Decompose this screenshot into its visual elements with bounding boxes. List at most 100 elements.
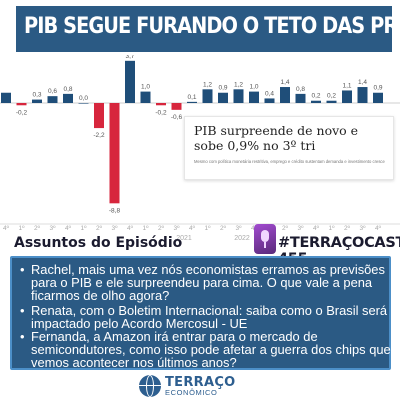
bar-value-label: 0,2 bbox=[311, 93, 320, 100]
bullet-icon: • bbox=[20, 262, 25, 277]
bar-value-label: 0,2 bbox=[327, 93, 336, 100]
x-year-label: 2021 bbox=[176, 235, 192, 242]
bar-value-label: 1,2 bbox=[203, 81, 212, 88]
bar-value-label: 0,8 bbox=[63, 86, 72, 93]
bar-value-label: 0,3 bbox=[32, 92, 41, 99]
bar-value-label: -0,2 bbox=[155, 109, 167, 116]
bar-value-label: 0,6 bbox=[48, 88, 57, 95]
chart-bar bbox=[16, 103, 27, 106]
bar-value-label: 1,2 bbox=[234, 81, 243, 88]
globe-equator bbox=[139, 385, 161, 386]
x-tick-label: 2º bbox=[344, 225, 351, 232]
x-year-label: 2022 bbox=[234, 235, 250, 242]
bar-value-label: -0,6 bbox=[171, 114, 183, 121]
bullet-icon: • bbox=[20, 329, 25, 344]
topic-text: Fernanda, a Amazon irá entrar para o mer… bbox=[31, 329, 391, 370]
chart-bar bbox=[94, 103, 104, 129]
x-tick-label: 4º bbox=[65, 225, 72, 232]
x-tick-label: 4º bbox=[313, 225, 320, 232]
x-tick-label: 1º bbox=[329, 225, 336, 232]
x-tick-label: 2º bbox=[96, 225, 103, 232]
bar-value-label: 0,9 bbox=[218, 85, 227, 92]
bar-value-label: 3,7 bbox=[125, 55, 134, 60]
chart-bar bbox=[1, 92, 11, 103]
article-title: PIB surpreende de novo e sobe 0,9% no 3º… bbox=[194, 123, 359, 153]
episode-label-background bbox=[4, 232, 169, 258]
x-tick-label: 3º bbox=[50, 225, 57, 232]
chart-bar bbox=[326, 100, 337, 103]
chart-bar bbox=[47, 96, 58, 103]
chart-bar bbox=[78, 103, 89, 104]
x-tick-label: 3º bbox=[298, 225, 305, 232]
chart-bar bbox=[202, 89, 213, 103]
x-tick-label: 3º bbox=[174, 225, 181, 232]
brand-subtitle: ECONÔMICO bbox=[165, 388, 218, 397]
globe-meridian bbox=[146, 375, 154, 397]
terraco-economico-logo[interactable]: TERRAÇO ECONÔMICO bbox=[139, 375, 263, 399]
x-tick-label: 3º bbox=[112, 225, 119, 232]
x-tick-label: 1º bbox=[205, 225, 212, 232]
chart-bar bbox=[187, 101, 197, 103]
bar-value-label: -8,8 bbox=[109, 207, 121, 214]
chart-bar bbox=[171, 103, 182, 110]
headline-title: PIB SEGUE FURANDO O TETO DAS PREVISÕES bbox=[24, 13, 400, 39]
bar-value-label: 1,4 bbox=[280, 79, 289, 86]
headline-banner: PIB SEGUE FURANDO O TETO DAS PREVISÕES bbox=[10, 6, 400, 52]
chart-bar bbox=[311, 100, 321, 103]
x-tick-label: 1º bbox=[19, 225, 26, 232]
x-tick-label: 2º bbox=[220, 225, 227, 232]
chart-bar bbox=[280, 87, 290, 103]
bar-value-label: 0,4 bbox=[265, 90, 274, 97]
chart-bar bbox=[233, 89, 244, 103]
bar-value-label: 0,1 bbox=[187, 94, 196, 101]
x-tick-label: 1º bbox=[81, 225, 88, 232]
chart-bar bbox=[63, 93, 73, 103]
gdp-bar-chart: 4º -0,2 1º 0,3 2º 0,6 3º 0,8 4º 0,0 1º -2,2 2º -8,8 3º… bbox=[0, 55, 400, 242]
chart-bar bbox=[249, 91, 259, 103]
microphone-stand bbox=[264, 242, 266, 248]
x-tick-label: 2º bbox=[34, 225, 41, 232]
x-tick-label: 4º bbox=[127, 225, 134, 232]
x-tick-label: 3º bbox=[236, 225, 243, 232]
x-tick-label: 4º bbox=[3, 225, 10, 232]
chart-bar bbox=[218, 92, 228, 103]
article-card[interactable]: PIB surpreende de novo e sobe 0,9% no 3º… bbox=[184, 116, 394, 180]
x-tick-label: 4º bbox=[375, 225, 382, 232]
chart-bar bbox=[264, 98, 275, 103]
chart-bar bbox=[357, 87, 368, 103]
bar-value-label: 0,8 bbox=[296, 86, 305, 93]
x-tick-label: 1º bbox=[143, 225, 150, 232]
x-tick-label: 2º bbox=[282, 225, 289, 232]
bar-value-label: -2,2 bbox=[93, 132, 105, 139]
bar-value-label: 1,0 bbox=[249, 84, 258, 91]
episode-row: Assuntos do Episódio #TERRAÇOCAST 455 bbox=[0, 224, 400, 267]
episode-label: Assuntos do Episódio bbox=[14, 235, 183, 251]
chart-bar bbox=[125, 60, 135, 103]
microphone-icon bbox=[254, 224, 276, 254]
chart-bar bbox=[156, 103, 166, 106]
topic-text: Renata, com o Boletim Internacional: sai… bbox=[31, 303, 388, 331]
topic-text: Rachel, mais uma vez nós economistas err… bbox=[31, 262, 385, 303]
topics-box: • Rachel, mais uma vez nós economistas e… bbox=[10, 256, 391, 370]
chart-bar bbox=[140, 91, 151, 103]
chart-bar bbox=[109, 103, 120, 204]
x-tick-label: 2º bbox=[158, 225, 165, 232]
bar-value-label: -0,2 bbox=[16, 109, 28, 116]
bar-value-label: 0,9 bbox=[373, 85, 382, 92]
globe-icon bbox=[139, 375, 161, 397]
brand-name: TERRAÇO bbox=[165, 375, 236, 390]
x-tick-label: 4º bbox=[189, 225, 196, 232]
bar-value-label: 1,0 bbox=[141, 84, 150, 91]
bar-value-label: 0,0 bbox=[79, 95, 88, 102]
bar-value-label: 1,1 bbox=[342, 82, 351, 89]
bar-value-label: 1,4 bbox=[358, 79, 367, 86]
chart-bar bbox=[373, 92, 383, 103]
article-subtitle: Mesmo com política monetária restritiva,… bbox=[194, 159, 385, 164]
chart-bar bbox=[342, 90, 352, 103]
microphone-head bbox=[261, 230, 269, 242]
x-tick-label: 3º bbox=[360, 225, 367, 232]
chart-bar bbox=[32, 99, 42, 103]
bullet-icon: • bbox=[20, 303, 25, 318]
chart-bar bbox=[295, 93, 306, 103]
